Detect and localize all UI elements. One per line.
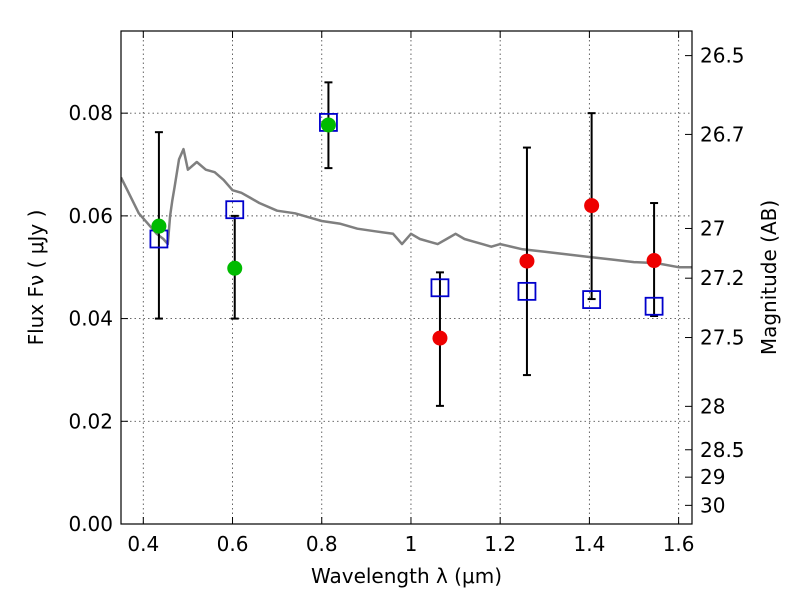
nir-flux-point	[584, 198, 600, 214]
optical-flux-point	[151, 218, 167, 234]
nir-flux-point	[432, 330, 448, 346]
right-tick-label: 26.5	[700, 44, 745, 68]
x-tick-label: 0.8	[306, 532, 338, 556]
right-tick-label: 28	[700, 394, 725, 418]
model-flux-square	[644, 296, 664, 316]
model-flux-square	[430, 278, 450, 298]
plot-frame	[120, 30, 693, 525]
right-tick-label: 30	[700, 493, 725, 517]
y-tick-label: 0.02	[68, 409, 113, 433]
photometry-point-layer	[151, 117, 662, 346]
right-tick-label: 28.5	[700, 438, 745, 462]
model-flux-square	[225, 200, 245, 220]
right-tick-label: 27.5	[700, 326, 745, 350]
sed-model-layer	[121, 147, 692, 269]
right-tick-label: 29	[700, 465, 725, 489]
right-tick-labels: 26.5 26.7 27 27.2 27.5 28 28.5 29 30	[700, 44, 745, 518]
y-tick-labels: 0.00 0.02 0.04 0.06 0.08	[68, 101, 113, 536]
right-tick-label: 27.2	[700, 266, 745, 290]
grid-lines	[121, 31, 692, 524]
x-tick-label: 0.6	[217, 532, 249, 556]
right-tick-label: 27	[700, 216, 725, 240]
right-tick-label: 26.7	[700, 122, 745, 146]
x-tick-label: 1.2	[484, 532, 516, 556]
right-axis-title: Magnitude (AB)	[757, 200, 781, 355]
errorbar-layer	[154, 81, 659, 407]
y-tick-label: 0.08	[68, 101, 113, 125]
nir-flux-point	[519, 253, 535, 269]
model-box-layer	[149, 113, 664, 316]
x-tick-label: 0.4	[127, 532, 159, 556]
y-tick-label: 0.06	[68, 204, 113, 228]
x-tick-label: 1	[405, 532, 418, 556]
x-tick-label: 1.6	[663, 532, 695, 556]
tick-marks	[121, 31, 692, 525]
nir-flux-point	[646, 253, 662, 269]
model-flux-square	[517, 281, 537, 301]
optical-flux-point	[227, 260, 243, 276]
x-tick-label: 1.4	[573, 532, 605, 556]
y-axis-title: Flux Fν ( μJy )	[24, 210, 48, 346]
x-tick-labels: 0.4 0.6 0.8 1 1.2 1.4 1.6	[127, 532, 694, 556]
model-flux-square	[582, 290, 602, 309]
optical-flux-point	[320, 117, 336, 133]
x-axis-title: Wavelength λ (μm)	[311, 564, 502, 588]
y-tick-label: 0.00	[68, 512, 113, 536]
y-tick-label: 0.04	[68, 307, 113, 331]
sed-model-line	[121, 147, 692, 269]
